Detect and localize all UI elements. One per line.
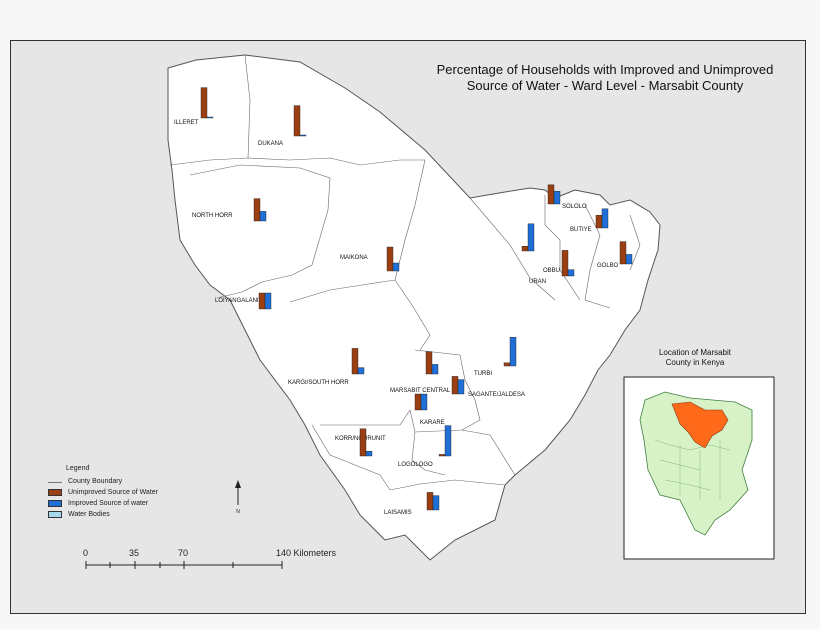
ward-label-marsabit-central: MARSABIT CENTRAL [390,388,451,394]
inset-internal-boundaries [654,439,731,500]
north-arrow-label: N [236,509,240,515]
ward-label-karare: KARARE [420,420,445,426]
legend-water: Water Bodies [48,511,110,518]
map-title-line2: Source of Water - Ward Level - Marsabit … [466,78,744,93]
bar-improved-sololo [553,190,561,205]
bar-improved-maikona [392,262,400,272]
bar-unimproved-logologo [438,454,446,457]
scale-tick-35: 35 [129,548,140,558]
bar-unimproved-maikona [386,246,394,272]
bar-improved-butiye [601,208,609,229]
bar-unimproved-kargi-south-horr [351,348,359,375]
bar-improved-korr-ngurunit [365,451,373,457]
bar-unimproved-dukana [293,105,301,137]
map-title: Percentage of Households with Improved a… [400,62,810,94]
map-title-line1: Percentage of Households with Improved a… [436,62,774,77]
bar-unimproved-butiye [595,214,603,229]
bar-unimproved-turbi [503,362,511,367]
legend-improved-label: Improved Source of water [68,500,149,507]
bar-unimproved-marsabit-central [425,351,433,375]
scale-bar [85,561,283,569]
ward-bars [200,87,633,511]
legend-heading: Legend [66,465,90,472]
legend-boundary: County Boundary [48,478,122,485]
inset-title-line1: Location of Marsabit [658,348,732,357]
scale-tick-0: 0 [83,548,89,558]
bar-improved-illeret [206,116,214,119]
ward-label-obbu: OBBU [543,268,560,274]
ward-label-turbi: TURBI [474,371,492,377]
bar-improved-karare [420,393,428,411]
legend-water-swatch [48,511,62,518]
ward-label-illeret: ILLERET [174,120,199,126]
bar-improved-turbi [509,337,517,367]
kenya-outline [639,391,753,536]
bar-improved-logologo [444,425,452,457]
bar-improved-laisamis [432,495,440,511]
scale-tick-70: 70 [178,548,189,558]
bar-unimproved-golbo [619,241,627,265]
bar-unimproved-loiyangalani [258,292,266,310]
ward-label-golbo: GOLBO [597,263,619,269]
legend-boundary-line [48,481,62,483]
ward-label-sololo: SOLOLO [562,204,587,210]
bar-improved-kargi-south-horr [357,367,365,375]
inset-title-line2: County in Kenya [665,358,725,367]
ward-label-butiye: BUTIYE [570,227,592,233]
legend-unimproved-swatch [48,489,62,496]
ward-boundaries [169,54,641,491]
ward-label-loiyangalani: LOIYANGALANI [215,298,259,304]
legend-boundary-label: County Boundary [68,478,123,485]
ward-label-maikona: MAIKONA [340,255,368,261]
legend-water-label: Water Bodies [68,511,110,518]
bar-unimproved-sagante-jaldesa [451,376,459,395]
county-boundary [167,54,661,561]
bar-unimproved-laisamis [426,492,434,511]
ward-label-kargi-south-horr: KARGI/SOUTH HORR [288,380,349,386]
inset-title: Location of Marsabit County in Kenya [620,348,770,368]
legend-improved-swatch [48,500,62,507]
north-arrow: N [235,480,241,515]
ward-label-laisamis: LAISAMIS [384,510,412,516]
scale-tick-140: 140 Kilometers [276,548,337,558]
bar-improved-obbu [567,269,575,277]
bar-improved-dukana [299,134,307,137]
legend-unimproved-label: Unimproved Source of Water [68,489,158,496]
marsabit-highlight [671,401,729,449]
bar-unimproved-uran [521,245,529,252]
ward-label-uran: URAN [529,279,546,285]
bar-unimproved-korr-ngurunit [359,428,367,457]
bar-improved-loiyangalani [264,292,272,310]
bar-improved-north-horr [259,211,267,222]
bar-unimproved-north-horr [253,198,261,222]
ward-label-logologo: LOGOLOGO [398,462,433,468]
ward-label-north-horr: NORTH HORR [192,213,233,219]
ward-label-dukana: DUKANA [258,141,283,147]
bar-improved-uran [527,223,535,252]
bar-unimproved-illeret [200,87,208,119]
legend-unimproved: Unimproved Source of Water [48,489,158,496]
bar-unimproved-karare [414,393,422,411]
inset-map [623,376,775,560]
bar-unimproved-sololo [547,184,555,205]
ward-label-sagante-jaldesa: SAGANTE/JALDESA [468,392,525,398]
bar-improved-sagante-jaldesa [457,379,465,395]
bar-improved-marsabit-central [431,364,439,375]
legend-improved: Improved Source of water [48,500,148,507]
bar-unimproved-obbu [561,250,569,277]
bar-improved-golbo [625,254,633,265]
